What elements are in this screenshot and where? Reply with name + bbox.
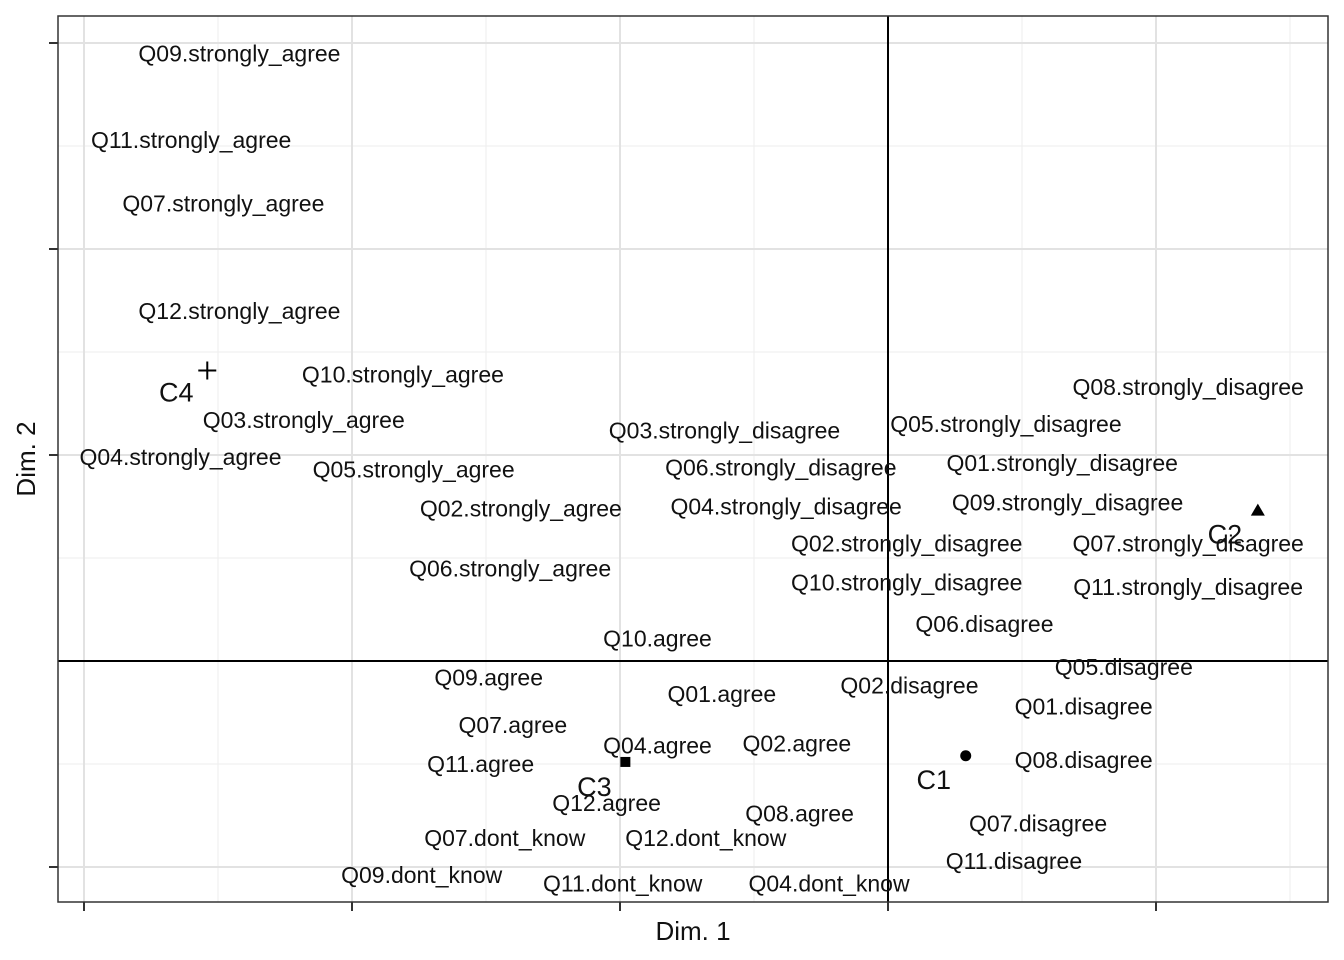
category-label: Q07.dont_know bbox=[424, 825, 586, 851]
category-label: Q11.strongly_agree bbox=[91, 127, 291, 153]
cluster-label: C4 bbox=[159, 378, 194, 408]
category-label: Q08.disagree bbox=[1015, 747, 1153, 773]
axis-ticks bbox=[49, 42, 1157, 911]
category-label: Q04.agree bbox=[603, 732, 712, 758]
cluster-label: C2 bbox=[1208, 520, 1243, 550]
y-axis-title: Dim. 2 bbox=[11, 421, 41, 496]
category-label: Q09.strongly_agree bbox=[138, 40, 340, 66]
category-label: Q08.strongly_disagree bbox=[1072, 374, 1303, 400]
category-label: Q06.strongly_agree bbox=[409, 555, 611, 581]
category-label: Q10.strongly_disagree bbox=[791, 570, 1022, 596]
category-label: Q12.dont_know bbox=[625, 825, 787, 851]
panel-border bbox=[57, 15, 1329, 903]
cluster-markers: C1 C2 C3 C4 bbox=[159, 361, 1265, 802]
category-label: Q08.agree bbox=[745, 800, 854, 826]
category-label: Q04.strongly_agree bbox=[79, 444, 281, 470]
category-label: Q01.agree bbox=[667, 681, 776, 707]
category-label: Q02.agree bbox=[743, 730, 852, 756]
category-label: Q05.strongly_agree bbox=[313, 456, 515, 482]
category-label: Q07.strongly_disagree bbox=[1072, 531, 1303, 557]
category-label: Q10.agree bbox=[603, 625, 712, 651]
category-label: Q05.strongly_disagree bbox=[890, 411, 1121, 437]
category-label: Q11.agree bbox=[427, 751, 534, 777]
cluster-marker-square bbox=[620, 756, 631, 767]
category-label: Q09.dont_know bbox=[341, 862, 503, 888]
category-label: Q09.strongly_disagree bbox=[952, 489, 1183, 515]
cluster-marker-circle bbox=[960, 750, 972, 762]
minor-gridlines bbox=[58, 16, 1328, 902]
cluster-marker-triangle bbox=[1250, 503, 1265, 516]
category-label: Q02.strongly_agree bbox=[420, 496, 622, 522]
category-label: Q02.strongly_disagree bbox=[791, 531, 1022, 557]
category-label: Q05.disagree bbox=[1055, 654, 1193, 680]
category-label: Q12.agree bbox=[552, 790, 661, 816]
category-label: Q01.disagree bbox=[1015, 693, 1153, 719]
x-axis-title: Dim. 1 bbox=[655, 916, 730, 946]
category-label: Q12.strongly_agree bbox=[138, 298, 340, 324]
category-label: Q01.strongly_disagree bbox=[946, 450, 1177, 476]
category-label: Q03.strongly_agree bbox=[203, 407, 405, 433]
cluster-label: C3 bbox=[577, 772, 612, 802]
reference-lines bbox=[58, 16, 1328, 902]
category-label: Q07.agree bbox=[458, 712, 567, 738]
category-label: Q09.agree bbox=[434, 664, 543, 690]
category-label: Q02.disagree bbox=[840, 673, 978, 699]
category-label: Q06.strongly_disagree bbox=[665, 454, 896, 480]
category-label: Q07.strongly_agree bbox=[122, 191, 324, 217]
category-label: Q11.dont_know bbox=[543, 870, 703, 896]
category-label: Q06.disagree bbox=[915, 611, 1053, 637]
cluster-label: C1 bbox=[916, 765, 951, 795]
category-label: Q11.strongly_disagree bbox=[1073, 574, 1303, 600]
cluster-marker-plus bbox=[198, 361, 217, 380]
category-label: Q07.disagree bbox=[969, 811, 1107, 837]
category-label: Q10.strongly_agree bbox=[302, 362, 504, 388]
category-label: Q03.strongly_disagree bbox=[609, 417, 840, 443]
category-label: Q04.dont_know bbox=[748, 870, 910, 896]
category-label: Q11.disagree bbox=[946, 848, 1082, 874]
category-points: Q09.strongly_agree Q11.strongly_agree Q07.… bbox=[79, 40, 1303, 896]
category-label: Q04.strongly_disagree bbox=[670, 494, 901, 520]
